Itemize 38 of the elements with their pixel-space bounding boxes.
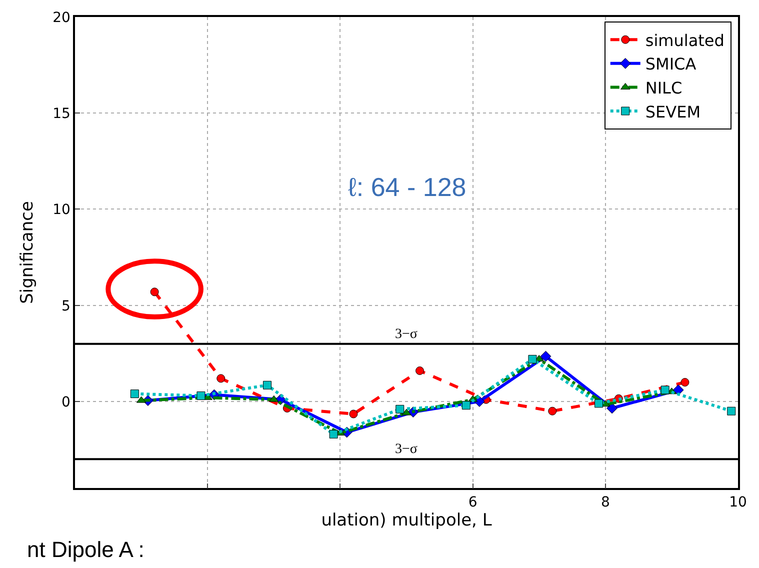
point xyxy=(269,395,279,402)
point xyxy=(606,402,618,414)
point xyxy=(594,399,604,408)
point xyxy=(150,288,159,296)
point xyxy=(196,391,206,400)
y-tick-label: 20 xyxy=(52,10,70,26)
point xyxy=(396,404,404,414)
y-tick-label: 0 xyxy=(62,394,70,410)
y-axis-title: Significance xyxy=(18,201,38,304)
ref-line-label: 3−σ xyxy=(395,327,418,342)
point xyxy=(727,406,736,416)
x-tick-label: 6 xyxy=(468,494,478,511)
x-axis-title: ulation) multipole, L xyxy=(321,510,492,531)
point xyxy=(402,408,412,416)
legend-label: SEVEM xyxy=(645,102,700,122)
point xyxy=(130,390,139,398)
y-tick-label: 10 xyxy=(52,202,70,218)
legend-label: simulated xyxy=(645,30,724,50)
legend-label: SMICA xyxy=(645,54,696,74)
point xyxy=(263,380,272,390)
point xyxy=(329,430,338,438)
annotation: ℓ: 64 - 128 xyxy=(348,172,466,202)
point xyxy=(216,374,226,383)
text: nt Dipole A : xyxy=(27,537,144,562)
point xyxy=(680,378,690,387)
point xyxy=(548,406,557,416)
point xyxy=(349,410,358,418)
y-tick-label: 5 xyxy=(62,298,70,314)
point xyxy=(540,350,552,362)
x-tick-label: 8 xyxy=(600,494,610,511)
x-tick-label: 10 xyxy=(729,494,747,511)
point xyxy=(660,386,670,394)
point xyxy=(462,401,470,410)
point xyxy=(416,366,424,375)
legend-label: NILC xyxy=(645,78,682,98)
y-tick-label: 15 xyxy=(52,106,70,122)
ref-line-label: 3−σ xyxy=(395,442,418,457)
point xyxy=(528,354,537,364)
